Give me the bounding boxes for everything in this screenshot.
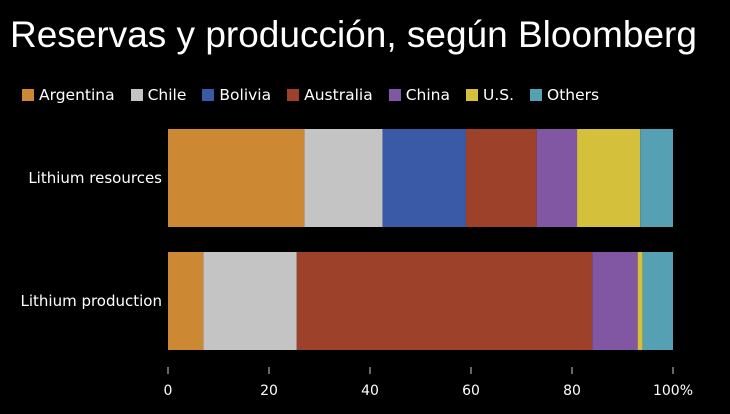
x-tick-label-60: 60 [462,383,480,399]
legend-label-chile: Chile [147,86,187,104]
legend-label-u-s: U.S. [482,86,515,104]
x-tick-label-20: 20 [260,383,278,399]
bar-lithium-production-chile [203,252,297,350]
bar-lithium-resources-argentina [168,129,305,227]
bar-lithium-production-u-s [637,252,643,350]
chart-title: Reservas y producción, según Bloomberg [10,14,697,55]
bar-lithium-resources-bolivia [382,129,466,227]
bar-lithium-resources-chile [304,129,383,227]
legend-swatch-others [530,89,543,101]
x-tick-label-80: 80 [563,383,581,399]
legend-item-australia: Australia [287,86,373,104]
legend-swatch-china [388,89,401,101]
bar-lithium-production-china [592,252,638,350]
category-labels: Lithium resources Lithium production [20,169,162,310]
legend-label-australia: Australia [304,86,373,104]
bar-lithium-production-australia [296,252,593,350]
bar-segments [168,129,673,350]
bar-lithium-resources-u-s [577,129,641,227]
legend-item-u-s: U.S. [465,86,515,104]
chart-legend: Argentina Chile Bolivia Australia China U.S. O… [22,84,615,106]
legend-swatch-argentina [22,89,34,101]
x-tick-label-100: 100% [653,383,693,399]
legend-label-bolivia: Bolivia [219,86,272,104]
category-label-lithium-production: Lithium production [20,292,162,310]
legend-swatch-chile [130,89,143,101]
bar-lithium-resources-china [536,129,578,227]
x-axis: 0 20 40 60 80 100% [164,367,693,399]
legend-item-china: China [388,86,450,104]
legend-item-others: Others [530,86,599,104]
legend-item-chile: Chile [130,86,187,104]
x-tick-label-40: 40 [361,383,379,399]
legend-swatch-australia [287,89,300,101]
legend-label-china: China [405,86,450,104]
bar-lithium-resources-others [640,129,673,227]
legend-item-bolivia: Bolivia [202,86,271,104]
bar-lithium-resources-australia [465,129,537,227]
category-label-lithium-resources: Lithium resources [28,169,162,187]
legend-swatch-bolivia [202,89,215,101]
legend-item-argentina: Argentina [22,86,115,104]
bar-lithium-production-others [642,252,673,350]
legend-label-others: Others [547,86,600,104]
bar-lithium-production-argentina [168,252,204,350]
legend-label-argentina: Argentina [39,86,115,104]
legend-swatch-u-s [465,89,478,101]
x-tick-label-0: 0 [164,383,173,399]
